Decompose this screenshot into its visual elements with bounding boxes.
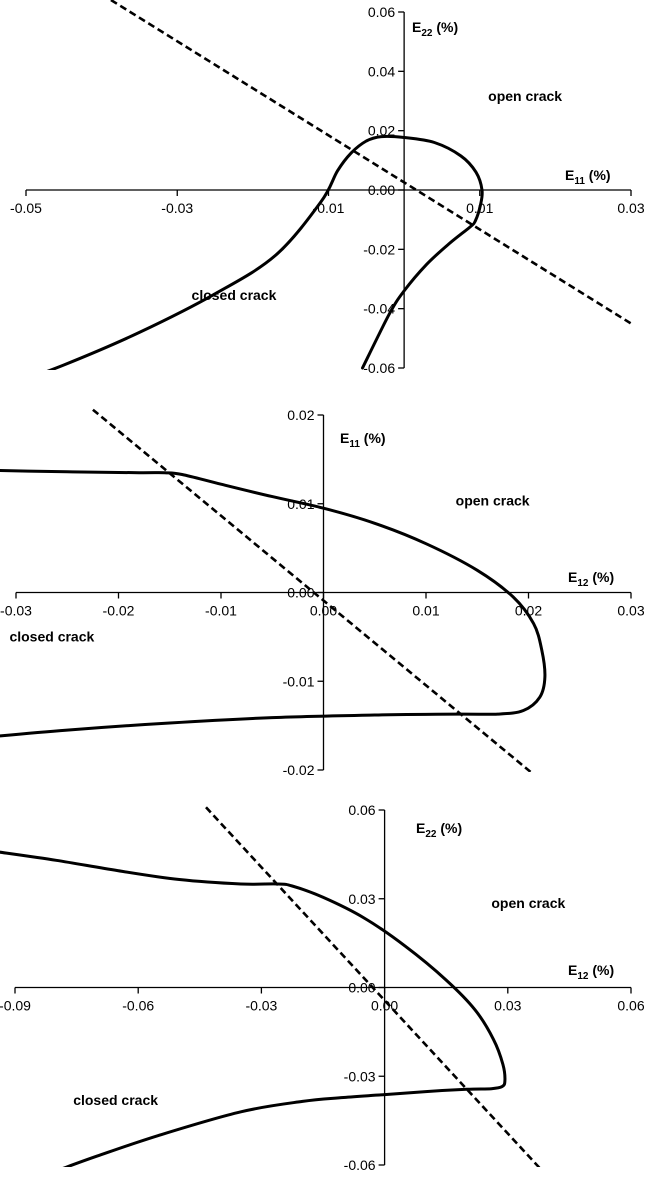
chart3-x-tick-label: 0.06 bbox=[617, 998, 644, 1014]
chart1-x-tick-label: -0.05 bbox=[10, 200, 42, 216]
chart3-region-label: open crack bbox=[491, 895, 565, 911]
chart2-x-tick-label: -0.03 bbox=[0, 603, 32, 619]
chart3-dashed-line bbox=[205, 806, 541, 1167]
chart2-dashed-line bbox=[92, 408, 533, 772]
chart3-x-tick-label: -0.09 bbox=[0, 998, 31, 1014]
chart2-x-axis-label: E12 (%) bbox=[568, 569, 614, 589]
chart-2: -0.03 -0.02 -0.01 0.00 0.01 0.02 0.030.020.010… bbox=[0, 407, 645, 778]
chart2-region-label: open crack bbox=[456, 493, 530, 509]
chart1-crack-boundary-curve bbox=[46, 134, 484, 370]
chart1-region-label: closed crack bbox=[192, 287, 277, 303]
chart2-y-tick-label: -0.02 bbox=[283, 762, 315, 778]
chart1-y-tick-label: 0.02 bbox=[368, 123, 395, 139]
chart-1: -0.05 -0.03 -0.01 0.01 0.030.060.040.020.00-… bbox=[10, 0, 645, 376]
chart2-region-label: closed crack bbox=[9, 628, 94, 644]
chart2-y-axis-label: E11 (%) bbox=[340, 430, 386, 450]
chart3-x-tick-label: 0.00 bbox=[371, 998, 398, 1014]
chart3-region-label: closed crack bbox=[73, 1092, 158, 1108]
chart3-crack-boundary-curve bbox=[0, 850, 507, 1167]
chart3-y-tick-label: -0.06 bbox=[344, 1157, 376, 1173]
chart3-x-axis-label: E12 (%) bbox=[568, 962, 614, 982]
chart1-y-tick-label: -0.04 bbox=[363, 301, 395, 317]
chart1-dashed-line bbox=[108, 0, 632, 325]
chart2-x-tick-label: 0.00 bbox=[310, 603, 337, 619]
chart3-y-tick-label: 0.06 bbox=[348, 802, 375, 818]
chart3-y-axis-label: E22 (%) bbox=[416, 820, 462, 840]
chart3-y-tick-label: 0.00 bbox=[348, 980, 375, 996]
chart1-x-axis-label: E11 (%) bbox=[565, 167, 611, 187]
chart3-y-tick-label: 0.03 bbox=[348, 891, 375, 907]
chart2-x-tick-label: -0.01 bbox=[205, 603, 237, 619]
chart2-x-tick-label: 0.03 bbox=[617, 603, 644, 619]
chart2-y-tick-label: -0.01 bbox=[283, 673, 315, 689]
chart1-y-axis-label: E22 (%) bbox=[412, 19, 458, 39]
chart1-y-tick-label: 0.06 bbox=[368, 4, 395, 20]
chart1-x-tick-label: 0.03 bbox=[617, 200, 644, 216]
chart2-x-tick-label: -0.02 bbox=[103, 603, 135, 619]
chart1-y-tick-label: 0.04 bbox=[368, 63, 395, 79]
chart2-y-tick-label: 0.02 bbox=[287, 407, 314, 423]
chart1-y-tick-label: -0.06 bbox=[363, 360, 395, 376]
chart2-y-tick-label: 0.00 bbox=[287, 585, 314, 601]
chart3-x-tick-label: -0.06 bbox=[122, 998, 154, 1014]
chart3-x-tick-label: 0.03 bbox=[494, 998, 521, 1014]
chart1-region-label: open crack bbox=[488, 88, 562, 104]
chart1-y-tick-label: 0.00 bbox=[368, 182, 395, 198]
chart-3: -0.09 -0.06 -0.03 0.00 0.03 0.06 0.06 0.03 0.00 -… bbox=[0, 802, 645, 1173]
chart3-y-tick-label: -0.03 bbox=[344, 1068, 376, 1084]
chart1-y-tick-label: -0.02 bbox=[363, 241, 395, 257]
chart3-x-tick-label: -0.03 bbox=[245, 998, 277, 1014]
chart1-x-tick-label: -0.03 bbox=[161, 200, 193, 216]
chart2-x-tick-label: 0.01 bbox=[412, 603, 439, 619]
chart2-crack-boundary-curve bbox=[0, 469, 547, 738]
